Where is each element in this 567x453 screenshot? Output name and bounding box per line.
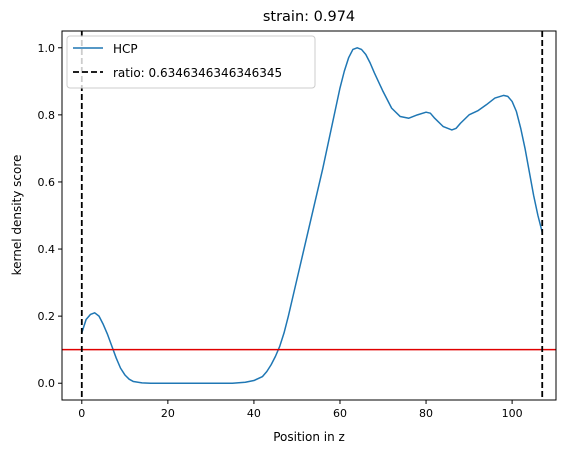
y-tick-label: 0.0 [38,377,56,390]
x-axis: 0 20 40 60 80 100 [78,400,523,420]
y-tick-label: 0.4 [38,243,56,256]
y-tick-label: 0.2 [38,310,56,323]
legend-ratio-label: ratio: 0.6346346346346345 [113,66,282,80]
y-axis: 0.0 0.2 0.4 0.6 0.8 1.0 [38,42,62,390]
x-tick-label: 100 [502,407,523,420]
series-line-0 [81,47,543,384]
legend-box [66,35,316,89]
y-axis-label: kernel density score [10,155,24,276]
legend-hcp-label: HCP [113,42,138,56]
x-tick-label: 40 [247,407,261,420]
x-tick-label: 80 [419,407,433,420]
axes-frame [61,30,557,401]
y-tick-label: 0.6 [38,176,56,189]
y-tick-label: 0.8 [38,109,56,122]
x-axis-label: Position in z [273,430,345,444]
legend: HCP ratio: 0.6346346346346345 [66,35,316,89]
x-tick-label: 20 [161,407,175,420]
y-tick-label: 1.0 [38,42,56,55]
x-tick-label: 0 [78,407,85,420]
plot-area [62,31,556,400]
chart-title: strain: 0.974 [263,9,355,25]
x-tick-label: 60 [333,407,347,420]
